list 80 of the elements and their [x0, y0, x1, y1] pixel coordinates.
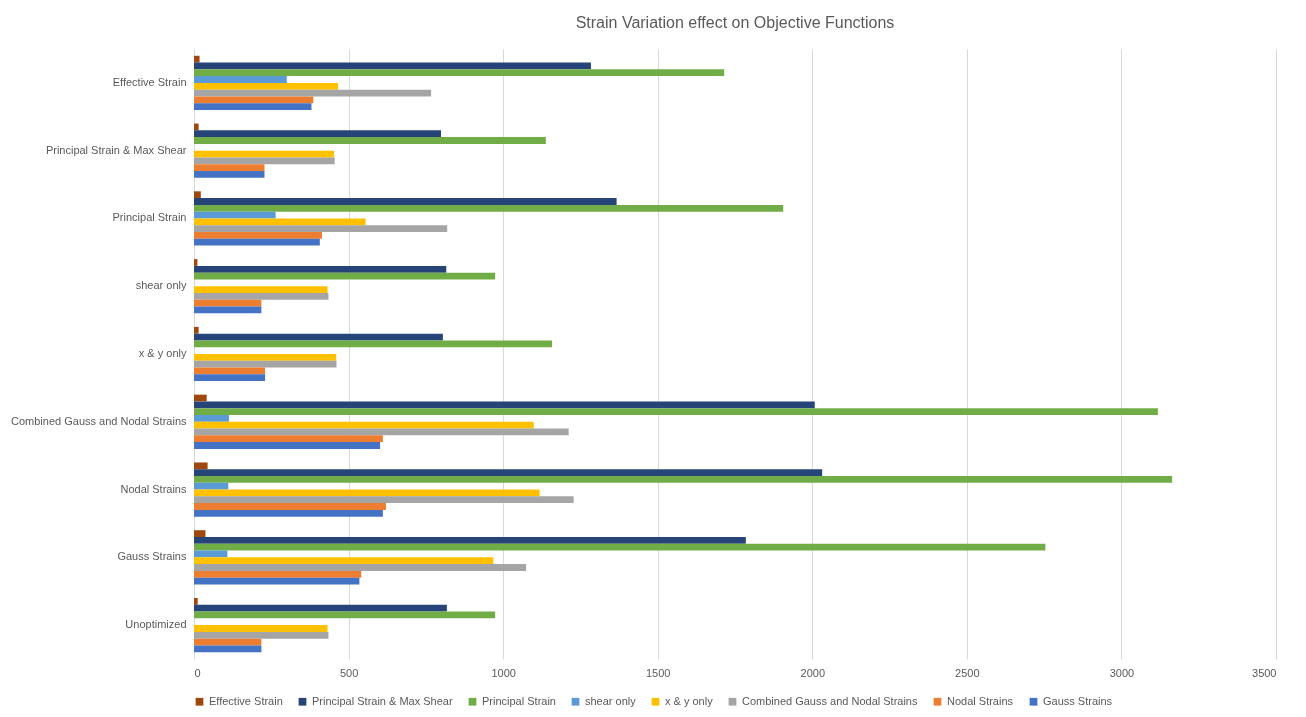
bar — [194, 374, 266, 382]
legend-label: shear only — [585, 694, 637, 707]
bar — [194, 299, 262, 307]
legend-label: Principal Strain — [482, 694, 556, 707]
bar — [194, 415, 229, 422]
bar — [194, 340, 552, 348]
bar — [194, 435, 383, 443]
bar — [194, 259, 198, 266]
bar — [194, 543, 1046, 551]
x-tick-label: 0 — [194, 666, 201, 679]
y-tick-label: Unoptimized — [125, 618, 187, 631]
bar — [194, 326, 199, 334]
bar — [194, 645, 262, 653]
legend-label: Nodal Strains — [947, 694, 1014, 707]
bar — [194, 82, 339, 90]
bar — [194, 503, 386, 510]
bar — [194, 631, 329, 639]
x-tick-label: 1000 — [491, 666, 516, 679]
bar — [194, 286, 328, 293]
bar — [194, 509, 383, 517]
bar — [194, 76, 287, 83]
legend-label: Effective Strain — [209, 694, 283, 707]
y-tick-label: Effective Strain — [112, 75, 187, 88]
x-tick-label: 3000 — [1109, 666, 1135, 679]
bar — [194, 171, 265, 178]
y-tick-label: Principal Strain — [112, 211, 187, 224]
bar — [194, 130, 442, 138]
bar — [194, 204, 784, 212]
bar — [194, 401, 815, 409]
y-tick-label: shear only — [135, 279, 187, 292]
bar — [194, 394, 207, 402]
bar — [194, 293, 329, 300]
bar — [194, 442, 381, 449]
x-tick-label: 2500 — [955, 666, 980, 679]
bar — [194, 360, 337, 368]
x-tick-label: 3500 — [1252, 666, 1277, 679]
legend-label: Gauss Strains — [1043, 694, 1113, 707]
legend-label: x & y only — [665, 694, 714, 707]
bar — [194, 232, 322, 239]
bar — [194, 265, 447, 273]
legend-label: Combined Gauss and Nodal Strains — [742, 694, 918, 707]
y-tick-label: x & y only — [138, 347, 187, 359]
bar — [194, 482, 229, 490]
chart-title: Strain Variation effect on Objective Functions — [575, 14, 895, 31]
bar — [194, 354, 337, 361]
bar — [194, 198, 617, 205]
bar — [194, 570, 362, 578]
x-tick-label: 2000 — [800, 666, 826, 679]
y-tick-label: Gauss Strains — [117, 550, 187, 563]
bar — [194, 103, 312, 110]
bar — [194, 564, 527, 571]
bar — [194, 557, 494, 565]
bar — [194, 191, 201, 199]
bar — [194, 69, 725, 77]
bar — [194, 462, 208, 470]
y-tick-label: Principal Strain & Max Shear — [45, 143, 187, 156]
bar — [194, 96, 314, 104]
bar — [194, 55, 200, 63]
x-tick-label: 500 — [339, 666, 359, 679]
y-tick-label: Combined Gauss and Nodal Strains — [11, 414, 187, 427]
bar — [194, 496, 574, 504]
bar — [194, 137, 546, 144]
bar — [194, 476, 1173, 483]
bar — [194, 625, 328, 632]
bar — [194, 157, 335, 165]
bar — [194, 225, 448, 232]
bar — [194, 164, 265, 171]
bar — [194, 238, 320, 246]
legend-label: Principal Strain & Max Shear — [312, 694, 453, 707]
bar — [194, 218, 366, 226]
bar — [194, 469, 823, 476]
bar — [194, 537, 746, 544]
y-tick-label: Nodal Strains — [120, 482, 187, 495]
bar — [194, 604, 447, 612]
bar — [194, 598, 198, 605]
x-tick-label: 1500 — [645, 666, 671, 679]
bar — [194, 408, 1158, 415]
bar — [194, 421, 534, 429]
bar — [194, 530, 206, 537]
bar — [194, 123, 199, 131]
